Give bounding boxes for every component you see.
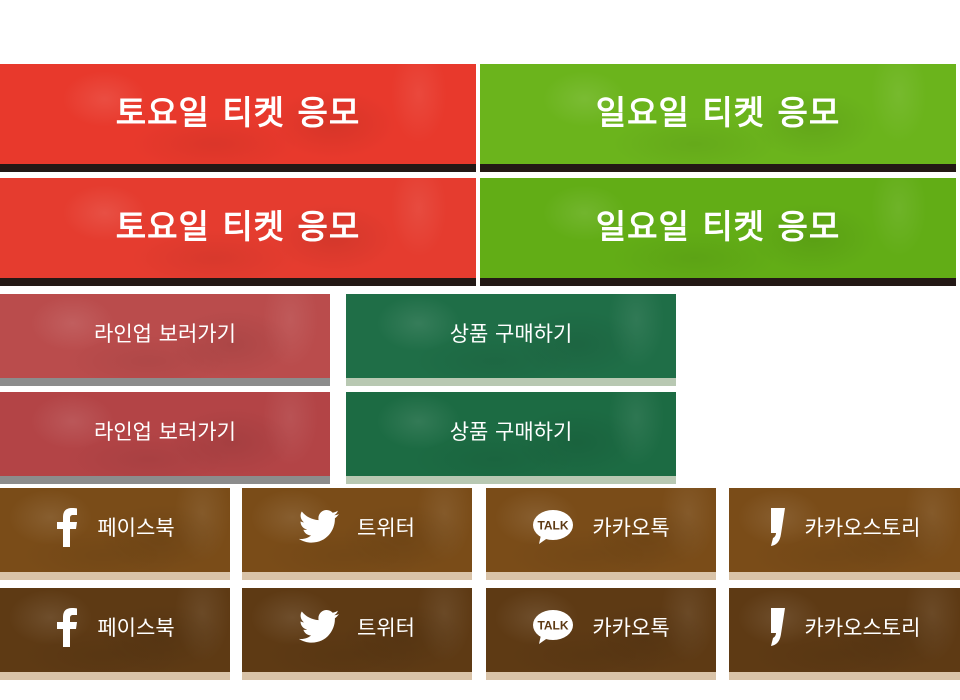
facebook-icon — [55, 507, 79, 547]
kakaotalk-icon: TALK — [532, 509, 574, 545]
twitter-button[interactable]: 트위터 — [242, 488, 472, 580]
twitter-button-hover[interactable]: 트위터 — [242, 588, 472, 680]
kakaotalk-button-hover[interactable]: TALK 카카오톡 — [486, 588, 716, 680]
saturday-ticket-button-hover[interactable]: 토요일 티켓 응모 — [0, 178, 476, 286]
twitter-icon — [299, 510, 340, 544]
lineup-label: 라인업 보러가기 — [94, 420, 236, 444]
kakaotalk-label: 카카오톡 — [592, 516, 670, 540]
twitter-label: 트위터 — [357, 616, 415, 640]
twitter-icon — [299, 610, 340, 644]
sunday-ticket-label: 일요일 티켓 응모 — [595, 207, 841, 246]
lineup-label: 라인업 보러가기 — [94, 322, 236, 346]
shop-button-hover[interactable]: 상품 구매하기 — [346, 392, 676, 484]
twitter-label: 트위터 — [357, 516, 415, 540]
saturday-ticket-label: 토요일 티켓 응모 — [115, 93, 361, 132]
shop-label: 상품 구매하기 — [449, 322, 573, 346]
facebook-label: 페이스북 — [97, 516, 175, 540]
shop-label: 상품 구매하기 — [449, 420, 573, 444]
facebook-icon — [55, 607, 79, 647]
kakaostory-label: 카카오스토리 — [804, 516, 921, 540]
sunday-ticket-label: 일요일 티켓 응모 — [595, 93, 841, 132]
kakaotalk-button[interactable]: TALK 카카오톡 — [486, 488, 716, 580]
sunday-ticket-button-hover[interactable]: 일요일 티켓 응모 — [480, 178, 956, 286]
saturday-ticket-label: 토요일 티켓 응모 — [115, 207, 361, 246]
sunday-ticket-button[interactable]: 일요일 티켓 응모 — [480, 64, 956, 172]
kakaotalk-label: 카카오톡 — [592, 616, 670, 640]
facebook-button[interactable]: 페이스북 — [0, 488, 230, 580]
kakaostory-label: 카카오스토리 — [804, 616, 921, 640]
shop-button[interactable]: 상품 구매하기 — [346, 294, 676, 386]
kakaotalk-icon-text: TALK — [538, 619, 569, 633]
lineup-button[interactable]: 라인업 보러가기 — [0, 294, 330, 386]
saturday-ticket-button[interactable]: 토요일 티켓 응모 — [0, 64, 476, 172]
facebook-label: 페이스북 — [97, 616, 175, 640]
kakaotalk-icon-text: TALK — [538, 519, 569, 533]
facebook-button-hover[interactable]: 페이스북 — [0, 588, 230, 680]
kakaostory-icon — [769, 508, 787, 546]
kakaostory-button[interactable]: 카카오스토리 — [729, 488, 960, 580]
kakaostory-icon — [769, 608, 787, 646]
kakaotalk-icon: TALK — [532, 609, 574, 645]
kakaostory-button-hover[interactable]: 카카오스토리 — [729, 588, 960, 680]
lineup-button-hover[interactable]: 라인업 보러가기 — [0, 392, 330, 484]
